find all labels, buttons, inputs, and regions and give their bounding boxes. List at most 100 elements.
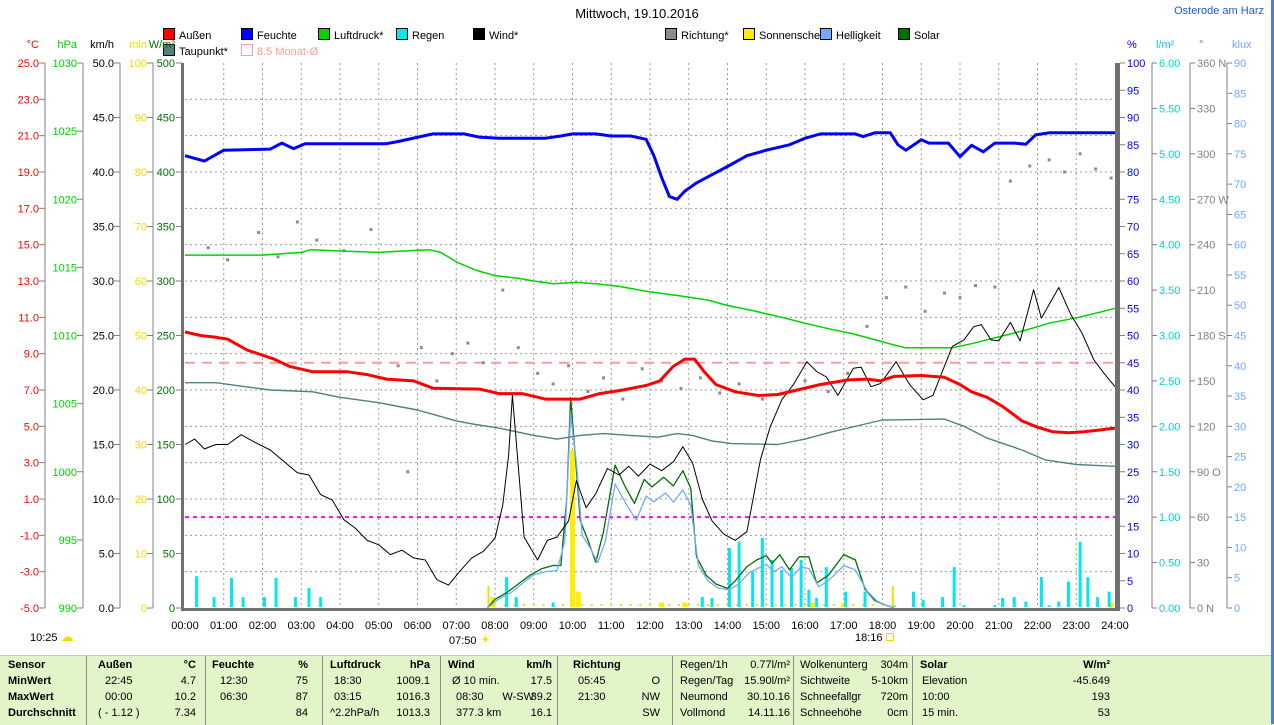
svg-text:25.0: 25.0 [93, 331, 114, 343]
window-right-border [1271, 0, 1274, 724]
legend-item-luftdruck[interactable]: Luftdruck* [318, 28, 384, 42]
svg-text:00:00: 00:00 [171, 620, 199, 632]
svg-text:40.0: 40.0 [93, 167, 114, 179]
stats-col-wolken: Wolkenunterg [800, 659, 868, 671]
svg-text:20: 20 [1127, 494, 1139, 506]
svg-text:7.0: 7.0 [24, 385, 39, 397]
svg-text:400: 400 [157, 167, 175, 179]
svg-text:80: 80 [1127, 167, 1139, 179]
svg-text:85: 85 [1127, 140, 1139, 152]
legend-item-wind[interactable]: Wind* [473, 28, 518, 42]
svg-text:80: 80 [135, 167, 147, 179]
legend-swatch [318, 28, 330, 40]
svg-text:330: 330 [1197, 103, 1215, 115]
legend-swatch [241, 44, 253, 56]
svg-text:350: 350 [157, 222, 175, 234]
svg-text:24:00: 24:00 [1101, 620, 1129, 632]
sunset-icon [885, 633, 894, 641]
svg-text:09:00: 09:00 [520, 620, 548, 632]
svg-text:6.00: 6.00 [1159, 58, 1180, 70]
svg-text:01:00: 01:00 [210, 620, 238, 632]
svg-text:25: 25 [1127, 467, 1139, 479]
svg-text:5.0: 5.0 [99, 549, 114, 561]
svg-text:1020: 1020 [53, 194, 77, 206]
svg-text:13:00: 13:00 [675, 620, 703, 632]
legend-swatch [396, 28, 408, 40]
page-title: Mittwoch, 19.10.2016 [575, 6, 699, 21]
svg-text:995: 995 [59, 535, 77, 547]
svg-text:08:00: 08:00 [481, 620, 509, 632]
legend-swatch [163, 44, 175, 56]
svg-text:14:00: 14:00 [714, 620, 742, 632]
svg-text:300: 300 [1197, 149, 1215, 161]
rain-bars [195, 538, 1111, 607]
axis-unit-brightness: klux [1232, 39, 1252, 51]
svg-text:30: 30 [1234, 421, 1246, 433]
svg-text:150: 150 [1197, 376, 1215, 388]
svg-text:500: 500 [157, 58, 175, 70]
svg-text:990: 990 [59, 603, 77, 615]
stats-col-richtung: Richtung [573, 659, 621, 671]
stats-row-label: Durchschnitt [8, 707, 76, 719]
svg-text:02:00: 02:00 [249, 620, 277, 632]
axis-unit-solar: W/m² [148, 39, 175, 51]
svg-text:22:00: 22:00 [1024, 620, 1052, 632]
svg-text:20: 20 [1234, 482, 1246, 494]
svg-text:240: 240 [1197, 240, 1215, 252]
legend-item-feuchte[interactable]: Feuchte [241, 28, 297, 42]
legend-item-auen[interactable]: Außen [163, 28, 212, 42]
svg-text:75: 75 [1234, 149, 1246, 161]
stats-row-label: Sensor [8, 659, 46, 671]
svg-text:-3.0: -3.0 [20, 567, 39, 579]
moon-time-marker: 10:25 ☁ [30, 629, 74, 644]
stats-col-feuchte: Feuchte [212, 659, 255, 671]
svg-text:1005: 1005 [53, 399, 77, 411]
svg-text:30.0: 30.0 [93, 276, 114, 288]
svg-text:10.0: 10.0 [93, 494, 114, 506]
legend-item-85monat[interactable]: 8.5 Monat-Ø [241, 44, 319, 58]
legend-item-regen[interactable]: Regen [396, 28, 444, 42]
legend-item-richtung[interactable]: Richtung* [665, 28, 729, 42]
svg-text:55: 55 [1234, 270, 1246, 282]
svg-text:05:00: 05:00 [365, 620, 393, 632]
legend-label: 8.5 Monat-Ø [257, 46, 319, 58]
svg-text:90 O: 90 O [1197, 467, 1221, 479]
svg-text:1.00: 1.00 [1159, 512, 1180, 524]
svg-text:1010: 1010 [53, 331, 77, 343]
svg-text:270 W: 270 W [1197, 194, 1229, 206]
svg-text:80: 80 [1234, 119, 1246, 131]
svg-text:3.0: 3.0 [24, 458, 39, 470]
svg-text:0: 0 [169, 603, 175, 615]
legend-label: Solar [914, 30, 940, 42]
legend-item-taupunkt[interactable]: Taupunkt* [163, 44, 228, 58]
svg-text:5: 5 [1234, 573, 1240, 585]
svg-text:16:00: 16:00 [791, 620, 819, 632]
svg-text:15: 15 [1234, 512, 1246, 524]
svg-text:65: 65 [1234, 209, 1246, 221]
svg-text:40: 40 [1234, 361, 1246, 373]
svg-text:50: 50 [135, 331, 147, 343]
svg-text:50: 50 [163, 549, 175, 561]
legend-swatch [665, 28, 677, 40]
sunrise-marker: 07:50 ☀ [449, 632, 492, 647]
svg-text:-1.0: -1.0 [20, 530, 39, 542]
series-solar [486, 396, 895, 609]
svg-text:1025: 1025 [53, 126, 77, 138]
svg-text:20:00: 20:00 [946, 620, 974, 632]
legend-item-solar[interactable]: Solar [898, 28, 940, 42]
stats-col-solar: Solar [920, 659, 948, 671]
svg-text:1000: 1000 [53, 467, 77, 479]
legend-item-helligkeit[interactable]: Helligkeit [820, 28, 881, 42]
svg-text:9.0: 9.0 [24, 349, 39, 361]
svg-text:35: 35 [1127, 412, 1139, 424]
station-name[interactable]: Osterode am Harz [1174, 5, 1264, 17]
svg-text:100: 100 [157, 494, 175, 506]
svg-text:45: 45 [1234, 331, 1246, 343]
legend-label: Außen [179, 30, 212, 42]
svg-text:60: 60 [135, 276, 147, 288]
legend-item-sonnenschein[interactable]: Sonnenschein [743, 28, 829, 42]
svg-text:4.00: 4.00 [1159, 240, 1180, 252]
svg-text:35.0: 35.0 [93, 222, 114, 234]
svg-text:2.00: 2.00 [1159, 421, 1180, 433]
